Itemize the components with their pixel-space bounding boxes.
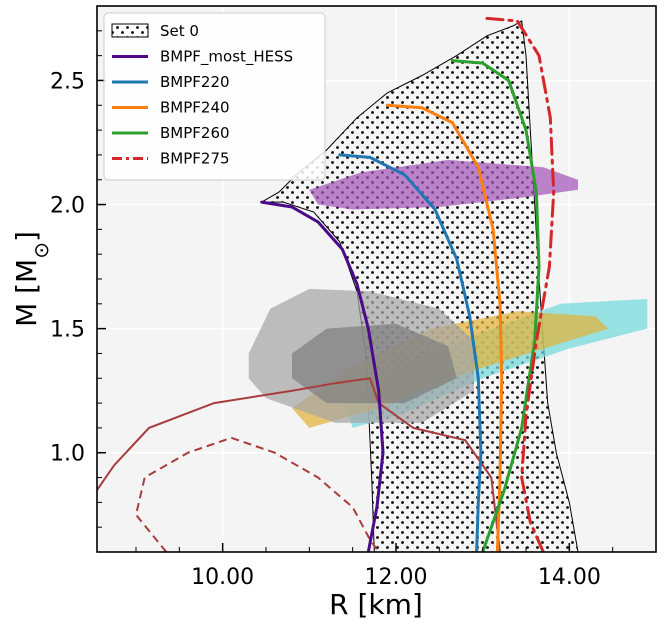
series-bmpf275 [485,16,556,552]
legend-label: BMPF275 [160,150,230,168]
y-tick-label: 2.5 [50,69,85,94]
legend: Set 0 BMPF_most_HESS BMPF220 BMPF240 BMPF260… [103,12,326,181]
legend-label: Set 0 [160,22,199,40]
contour-brown-dashed [134,436,380,552]
contour-brown-solid [97,377,501,552]
legend-label: BMPF260 [160,124,230,142]
y-tick-label: 2.0 [50,194,85,219]
contours [97,377,501,552]
y-tick-label: 1.5 [50,318,85,343]
region-purple-band [309,159,578,210]
regions [248,20,648,552]
legend-box [103,12,326,181]
y-tick-label: 1.0 [50,442,85,467]
x-tick-label: 14.00 [538,565,601,590]
x-tick-label: 10.00 [191,565,254,590]
legend-label: BMPF240 [160,99,230,117]
series-bmpf260 [450,59,541,552]
series-bmpf-most-hess [260,200,385,552]
y-axis-label: M [M⊙] [10,231,53,327]
series-bmpf220 [338,153,483,552]
series-bmpf240 [385,103,504,552]
axis-ticks: 10.00 12.00 14.00 1.0 1.5 2.0 2.5 [50,30,614,590]
x-tick-label: 12.00 [365,565,428,590]
legend-swatch [111,23,149,38]
series-lines [260,16,556,552]
legend-label: BMPF220 [160,73,230,91]
legend-label: BMPF_most_HESS [160,48,293,67]
x-axis-label: R [km] [329,588,423,621]
